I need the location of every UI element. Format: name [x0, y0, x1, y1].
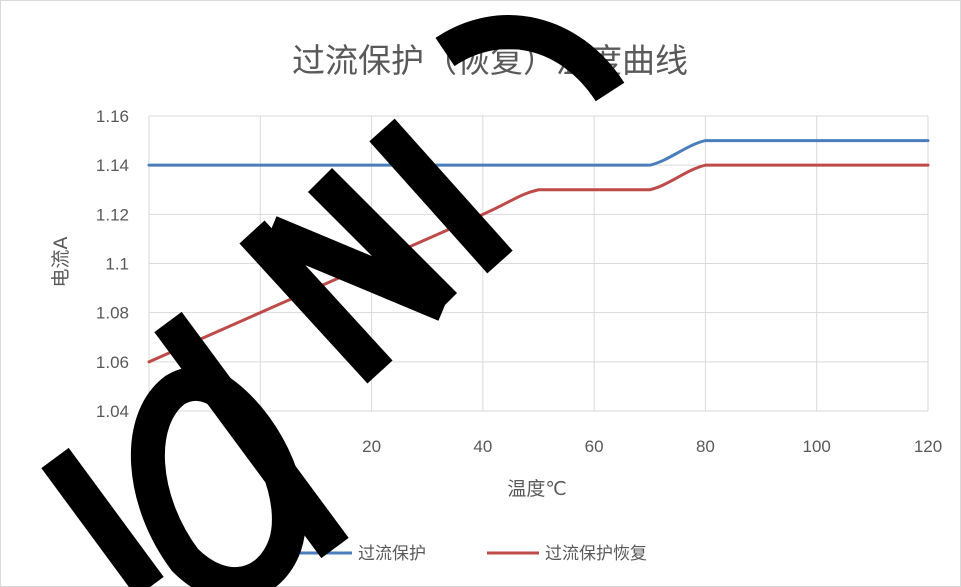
x-tick-label: 120 [914, 437, 942, 456]
x-tick-label: 60 [585, 437, 604, 456]
x-axis-title: 温度℃ [507, 478, 566, 500]
watermark-stroke-4 [239, 167, 458, 384]
y-tick-label: 1.16 [96, 107, 129, 126]
y-tick-label: 1.1 [105, 255, 129, 274]
y-tick-label: 1.12 [96, 205, 129, 224]
y-tick-label: 1.14 [96, 156, 129, 175]
watermark-stroke-1 [41, 447, 164, 587]
y-tick-label: 1.08 [96, 304, 129, 323]
series-line-1 [147, 139, 930, 167]
watermark-stroke-6 [435, 15, 625, 102]
watermark-stroke-5 [369, 118, 513, 274]
legend: 过流保护 过流保护恢复 [300, 544, 647, 564]
x-tick-label: 40 [473, 437, 492, 456]
y-tick-label: 1.06 [96, 353, 129, 372]
legend-label-1: 过流保护 [358, 544, 426, 564]
watermark [41, 15, 625, 587]
y-tick-label: 1.04 [96, 402, 129, 421]
y-axis-title: 电流A [50, 236, 72, 287]
legend-label-2: 过流保护恢复 [545, 544, 647, 564]
x-tick-label: 100 [803, 437, 831, 456]
x-tick-label: 20 [362, 437, 381, 456]
x-tick-label: 80 [696, 437, 715, 456]
watermark-stroke-3 [154, 311, 349, 559]
